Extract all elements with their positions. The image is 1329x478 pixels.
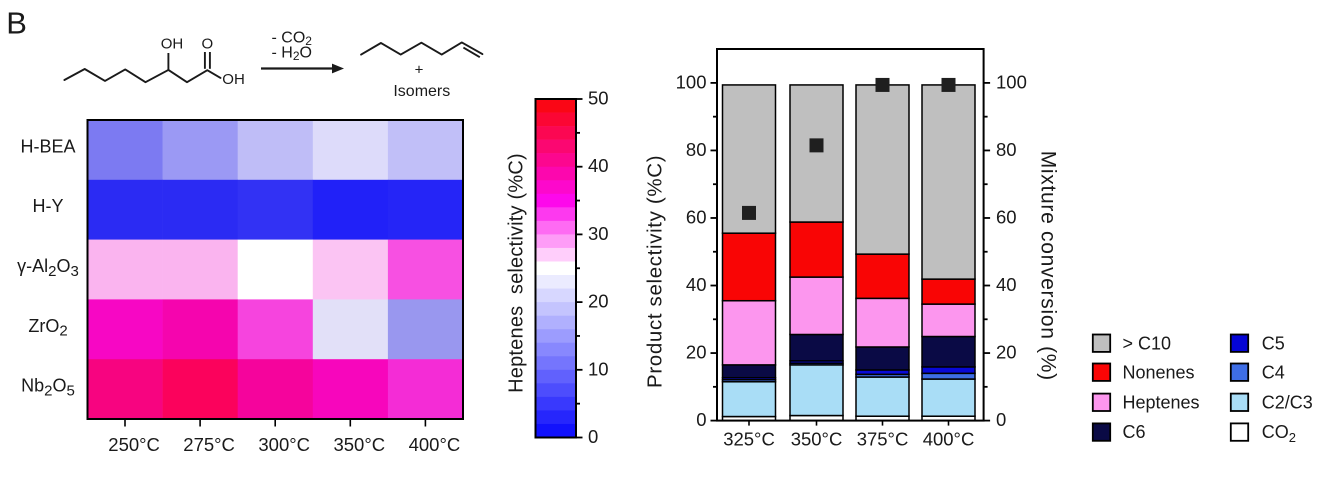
svg-text:60: 60 (686, 206, 707, 227)
svg-text:C5: C5 (1262, 333, 1285, 353)
svg-text:Heptenes: Heptenes (1123, 392, 1200, 412)
svg-text:80: 80 (996, 139, 1017, 160)
svg-text:Nonenes: Nonenes (1123, 362, 1195, 382)
svg-text:> C10: > C10 (1123, 333, 1172, 353)
svg-text:OH: OH (222, 71, 245, 88)
svg-text:Mixture conversion (%): Mixture conversion (%) (1037, 151, 1060, 381)
svg-text:- CO2: - CO2 (272, 29, 313, 47)
svg-text:20: 20 (996, 342, 1017, 363)
svg-text:325°C: 325°C (723, 429, 775, 450)
svg-text:250°C: 250°C (108, 434, 160, 455)
svg-text:350°C: 350°C (333, 434, 385, 455)
svg-text:Nb2O5: Nb2O5 (21, 376, 75, 400)
svg-text:40: 40 (588, 155, 609, 176)
svg-text:50: 50 (588, 88, 609, 109)
svg-text:+: + (415, 62, 424, 79)
svg-text:- H2O: - H2O (272, 45, 312, 63)
svg-text:CO2: CO2 (1262, 422, 1296, 445)
svg-text:O: O (201, 36, 213, 53)
svg-text:C4: C4 (1262, 362, 1285, 382)
svg-text:Heptenes selectivity (%C): Heptenes selectivity (%C) (506, 153, 528, 393)
svg-text:ZrO2: ZrO2 (28, 316, 67, 340)
svg-text:γ-Al2O3: γ-Al2O3 (17, 256, 79, 280)
svg-text:Product selectivity (%C): Product selectivity (%C) (644, 155, 667, 388)
svg-text:0: 0 (696, 409, 706, 430)
svg-text:40: 40 (686, 274, 707, 295)
svg-text:0: 0 (996, 409, 1006, 430)
svg-text:275°C: 275°C (183, 434, 235, 455)
svg-text:60: 60 (996, 206, 1017, 227)
svg-text:B: B (6, 6, 27, 41)
svg-text:30: 30 (588, 223, 609, 244)
svg-text:10: 10 (588, 358, 609, 379)
svg-text:100: 100 (996, 71, 1027, 92)
svg-text:C6: C6 (1123, 422, 1146, 442)
svg-text:300°C: 300°C (258, 434, 310, 455)
svg-text:400°C: 400°C (923, 429, 975, 450)
svg-text:H-BEA: H-BEA (20, 136, 75, 156)
svg-text:Isomers: Isomers (393, 83, 450, 100)
svg-text:400°C: 400°C (409, 434, 461, 455)
svg-text:20: 20 (588, 291, 609, 312)
svg-text:100: 100 (676, 71, 707, 92)
svg-text:20: 20 (686, 342, 707, 363)
svg-text:H-Y: H-Y (33, 196, 64, 216)
svg-text:0: 0 (588, 426, 598, 447)
svg-text:375°C: 375°C (857, 429, 909, 450)
svg-text:C2/C3: C2/C3 (1262, 392, 1313, 412)
svg-text:80: 80 (686, 139, 707, 160)
svg-text:40: 40 (996, 274, 1017, 295)
svg-text:OH: OH (161, 36, 184, 53)
svg-text:350°C: 350°C (791, 429, 843, 450)
